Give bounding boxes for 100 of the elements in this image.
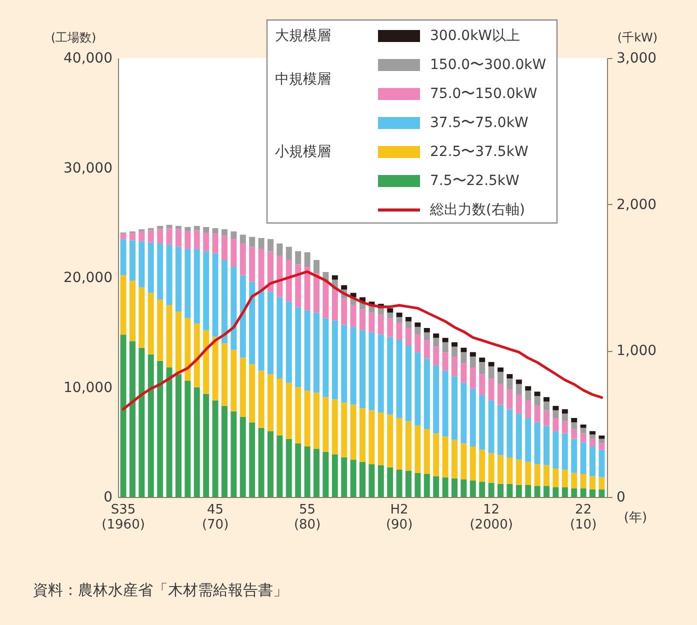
bar <box>414 334 421 352</box>
bar <box>552 487 559 497</box>
bar <box>470 367 476 388</box>
bar <box>598 489 605 497</box>
bar <box>433 346 440 366</box>
bar <box>276 436 283 497</box>
text: 資料：農林水産省「木材需給報告書」 <box>33 581 288 599</box>
bar <box>212 253 218 337</box>
bar <box>295 387 302 444</box>
bar <box>138 231 145 242</box>
bar <box>460 382 467 444</box>
bar <box>184 231 191 249</box>
bar <box>516 394 522 414</box>
bar <box>433 433 440 476</box>
bar <box>387 312 394 318</box>
bar <box>516 484 522 497</box>
bar <box>166 367 172 497</box>
bar <box>295 443 302 497</box>
bar <box>580 424 586 428</box>
bar <box>249 246 256 282</box>
bar <box>433 365 440 434</box>
bar <box>534 406 540 422</box>
bar <box>130 240 136 281</box>
bar <box>203 227 210 233</box>
bar <box>562 433 568 470</box>
bar <box>552 431 559 468</box>
text: 大規模層 <box>275 28 331 44</box>
bar <box>138 241 145 288</box>
x-tick-label: 22 (10) <box>570 502 597 532</box>
bar <box>332 454 338 497</box>
bar <box>387 318 394 337</box>
bar <box>387 467 394 497</box>
bar <box>176 226 182 230</box>
bar <box>452 478 458 497</box>
bar <box>479 450 486 482</box>
bar <box>157 229 164 244</box>
bar <box>470 356 476 368</box>
bar <box>433 338 440 347</box>
bar <box>314 448 320 497</box>
bar <box>452 342 458 347</box>
bar <box>120 234 126 240</box>
bar <box>314 392 320 449</box>
bar <box>433 476 440 497</box>
bar <box>157 360 164 497</box>
bar <box>506 409 513 458</box>
bar <box>258 370 264 428</box>
bar <box>212 234 218 254</box>
bar <box>230 239 237 267</box>
bar <box>286 382 292 439</box>
bar <box>268 431 274 497</box>
x-tick-label: 45 (70) <box>202 502 229 532</box>
bar <box>304 252 310 267</box>
bar <box>506 374 513 378</box>
y2-axis-title: (千kW) <box>617 30 658 44</box>
bar <box>176 312 182 374</box>
bar <box>590 434 596 439</box>
bar <box>276 378 283 436</box>
bar <box>525 390 532 400</box>
bar <box>414 326 421 335</box>
bar <box>184 227 191 232</box>
bar <box>562 487 568 497</box>
bar <box>249 364 256 422</box>
bar <box>268 251 274 292</box>
bar <box>598 436 605 439</box>
bar <box>534 396 540 406</box>
bar <box>552 406 559 410</box>
bar <box>396 340 402 418</box>
bar <box>138 348 145 497</box>
bar <box>368 312 375 332</box>
bar <box>534 464 540 486</box>
bar <box>276 243 283 256</box>
bar <box>442 436 448 478</box>
bar <box>304 446 310 497</box>
bar <box>506 484 513 497</box>
bar <box>479 358 486 362</box>
bar <box>479 374 486 395</box>
bar <box>544 402 550 410</box>
bar <box>580 442 586 474</box>
bar <box>424 358 430 429</box>
bar <box>562 470 568 488</box>
y-tick-label: 30,000 <box>64 160 112 176</box>
bar <box>406 346 412 422</box>
bar <box>552 410 559 418</box>
bar <box>240 275 246 358</box>
bar <box>184 248 191 318</box>
bar <box>452 376 458 440</box>
bar <box>322 318 329 398</box>
bar <box>203 232 210 252</box>
y2-tick-label: 3,000 <box>616 50 657 66</box>
bar <box>230 350 237 412</box>
x-tick-label: H2 (90) <box>386 502 413 532</box>
bar <box>580 428 586 434</box>
bar <box>534 422 540 464</box>
bar <box>406 321 412 328</box>
bar <box>304 266 310 310</box>
bar <box>148 242 154 293</box>
legend-label: 300.0kW以上 <box>430 28 520 44</box>
bar <box>424 340 430 359</box>
bar <box>295 251 302 264</box>
bar <box>498 484 504 497</box>
